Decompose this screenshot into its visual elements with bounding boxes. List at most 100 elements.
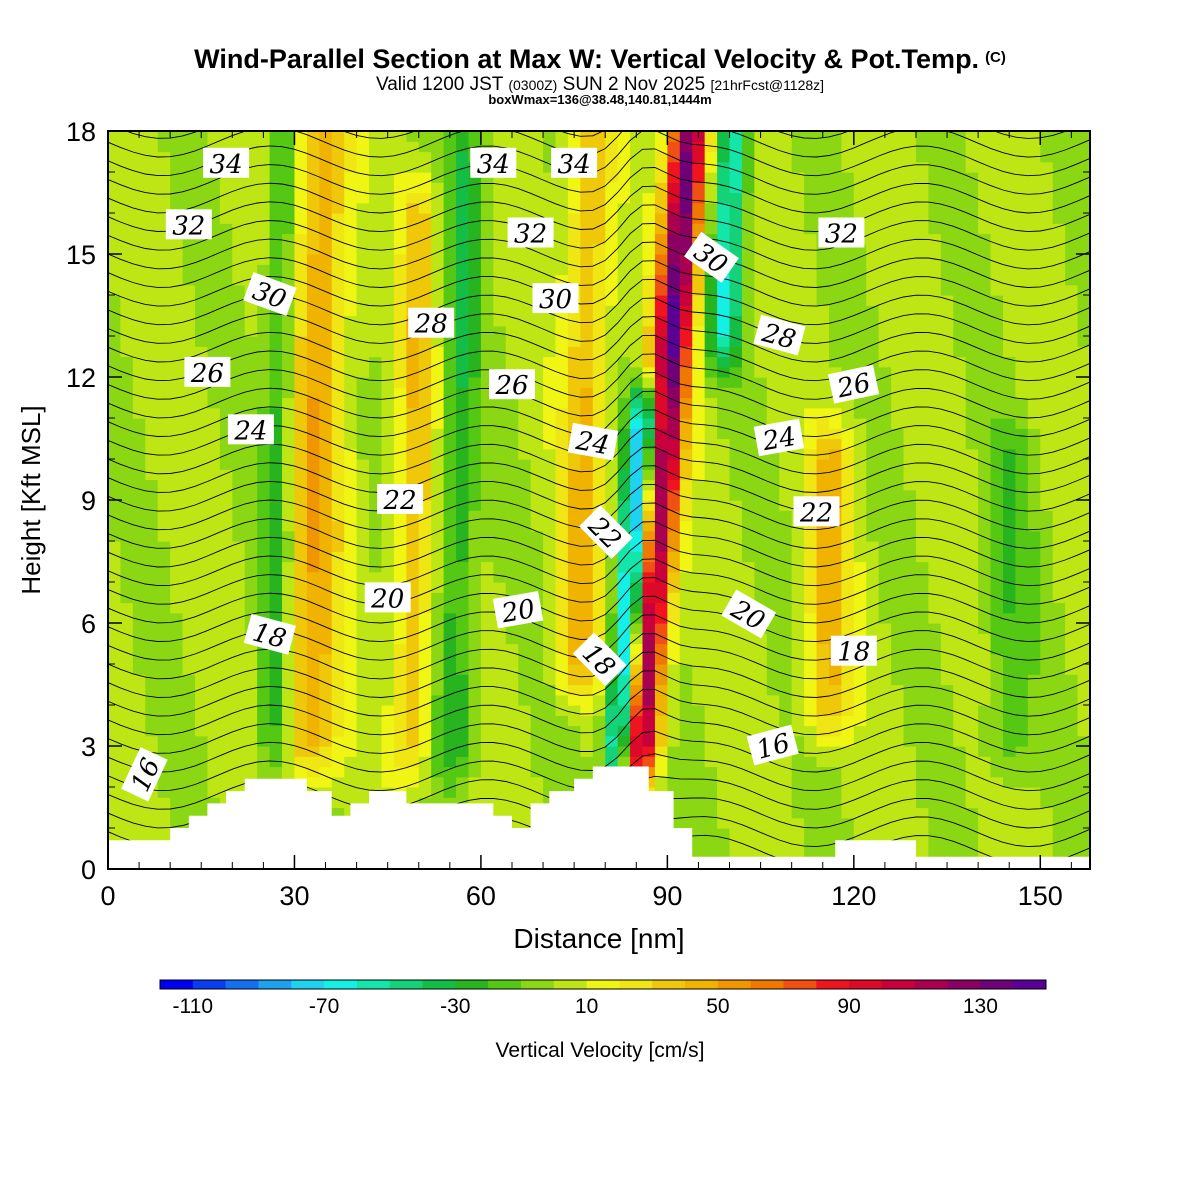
velocity-cell: [580, 735, 594, 747]
velocity-cell: [915, 418, 929, 429]
velocity-cell: [704, 817, 718, 829]
velocity-cell: [1040, 653, 1054, 665]
velocity-cell: [406, 295, 420, 306]
velocity-cell: [928, 643, 942, 655]
velocity-cell: [207, 469, 221, 481]
velocity-cell: [1077, 274, 1090, 286]
velocity-cell: [704, 633, 718, 645]
velocity-cell: [344, 305, 358, 317]
velocity-cell: [170, 397, 184, 409]
velocity-cell: [642, 264, 656, 276]
velocity-cell: [244, 356, 258, 368]
velocity-cell: [1065, 418, 1079, 429]
velocity-cell: [928, 684, 942, 696]
velocity-cell: [530, 336, 544, 347]
velocity-cell: [1077, 356, 1090, 368]
velocity-cell: [468, 582, 482, 593]
velocity-cell: [617, 520, 631, 532]
velocity-cell: [940, 356, 954, 368]
velocity-cell: [132, 592, 146, 604]
velocity-cell: [654, 305, 668, 317]
velocity-cell: [1027, 243, 1041, 255]
velocity-cell: [319, 664, 333, 675]
velocity-cell: [816, 438, 830, 450]
velocity-cell: [381, 725, 395, 737]
velocity-cell: [244, 346, 258, 358]
velocity-cell: [953, 828, 967, 839]
velocity-cell: [344, 766, 358, 778]
velocity-cell: [418, 653, 432, 665]
velocity-cell: [157, 530, 171, 542]
velocity-cell: [381, 520, 395, 532]
velocity-cell: [928, 746, 942, 757]
velocity-cell: [642, 602, 656, 614]
velocity-cell: [282, 448, 296, 460]
velocity-cell: [294, 756, 308, 768]
velocity-cell: [965, 602, 979, 614]
velocity-cell: [679, 602, 693, 614]
velocity-cell: [605, 377, 619, 388]
velocity-cell: [207, 489, 221, 501]
velocity-cell: [1002, 510, 1017, 522]
velocity-cell: [244, 325, 258, 337]
velocity-cell: [779, 274, 793, 286]
velocity-cell: [418, 541, 432, 552]
velocity-cell: [567, 264, 581, 276]
velocity-cell: [244, 530, 258, 542]
velocity-cell: [195, 264, 209, 276]
velocity-cell: [195, 582, 209, 593]
velocity-cell: [741, 469, 755, 481]
velocity-cell: [667, 448, 681, 460]
velocity-cell: [356, 489, 370, 501]
velocity-cell: [480, 756, 494, 768]
velocity-cell: [456, 428, 470, 440]
velocity-cell: [679, 787, 693, 798]
velocity-cell: [406, 243, 420, 255]
velocity-cell: [1027, 418, 1041, 429]
velocity-cell: [306, 233, 320, 245]
velocity-cell: [692, 787, 706, 798]
velocity-cell: [108, 807, 122, 819]
velocity-cell: [182, 715, 196, 727]
velocity-cell: [779, 776, 793, 788]
velocity-cell: [940, 243, 954, 255]
velocity-cell: [356, 356, 370, 368]
velocity-cell: [108, 561, 122, 573]
velocity-cell: [853, 828, 867, 839]
velocity-cell: [1027, 746, 1041, 757]
velocity-cell: [331, 223, 345, 235]
velocity-cell: [828, 459, 842, 470]
velocity-cell: [654, 694, 668, 706]
velocity-cell: [257, 592, 271, 604]
velocity-cell: [754, 295, 768, 306]
velocity-cell: [468, 530, 482, 542]
velocity-cell: [766, 787, 780, 798]
velocity-cell: [406, 582, 420, 593]
velocity-cell: [456, 602, 470, 614]
velocity-cell: [269, 674, 283, 686]
velocity-cell: [543, 541, 557, 552]
velocity-cell: [741, 828, 755, 839]
velocity-cell: [642, 541, 656, 552]
velocity-cell: [493, 787, 507, 798]
velocity-cell: [953, 664, 967, 675]
velocity-cell: [170, 684, 184, 696]
velocity-cell: [132, 541, 146, 552]
velocity-cell: [157, 346, 171, 358]
velocity-cell: [294, 694, 308, 706]
velocity-cell: [903, 295, 917, 306]
velocity-cell: [207, 776, 221, 788]
velocity-cell: [704, 520, 718, 532]
velocity-cell: [232, 387, 246, 399]
velocity-cell: [779, 500, 793, 511]
velocity-cell: [145, 459, 159, 470]
velocity-cell: [1002, 366, 1017, 378]
velocity-cell: [816, 817, 830, 829]
velocity-cell: [741, 377, 755, 388]
velocity-cell: [828, 274, 842, 286]
velocity-cell: [319, 612, 333, 624]
velocity-cell: [331, 356, 345, 368]
velocity-cell: [170, 489, 184, 501]
velocity-cell: [953, 694, 967, 706]
velocity-cell: [965, 346, 979, 358]
